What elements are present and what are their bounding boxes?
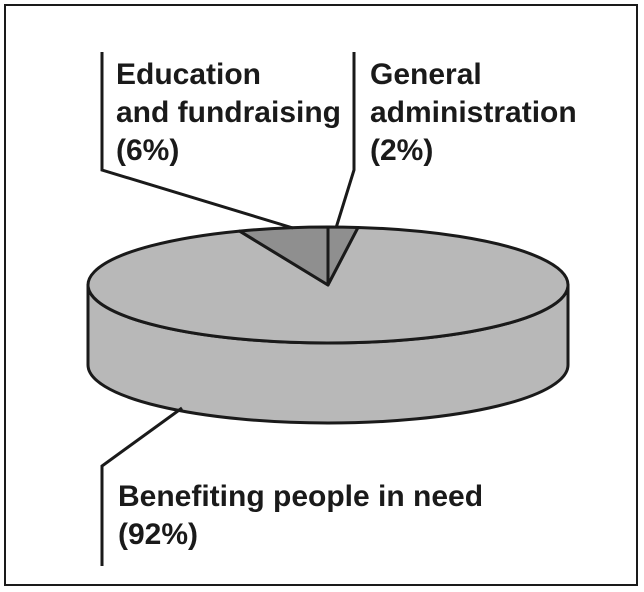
label-education-line2: and fundraising — [116, 96, 341, 129]
label-benefiting-line1: Benefiting people in need — [118, 480, 484, 513]
label-benefiting-people: Benefiting people in need (92%) — [118, 478, 483, 554]
label-education-line3: (6%) — [116, 134, 180, 167]
label-general-line2: administration — [370, 96, 577, 129]
label-general-administration: General administration (2%) — [370, 56, 577, 170]
label-benefiting-line2: (92%) — [118, 518, 199, 551]
leader-line-benefiting — [100, 406, 183, 566]
label-education-fundraising: Education and fundraising (6%) — [116, 56, 341, 170]
slice-education-fundraising — [238, 225, 330, 287]
label-education-line1: Education — [116, 58, 262, 91]
leader-line-general — [334, 52, 356, 229]
label-general-line1: General — [370, 58, 482, 91]
leader-line-education — [100, 52, 294, 230]
label-general-line3: (2%) — [370, 134, 434, 167]
